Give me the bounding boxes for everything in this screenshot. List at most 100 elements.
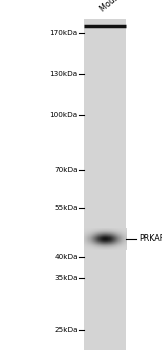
Bar xyxy=(84,240,85,241)
Bar xyxy=(95,232,96,233)
Bar xyxy=(117,242,118,243)
Bar xyxy=(84,333,126,335)
Bar xyxy=(90,230,91,231)
Bar xyxy=(95,245,96,246)
Bar xyxy=(84,244,126,245)
Bar xyxy=(126,229,127,230)
Bar xyxy=(108,240,109,241)
Bar xyxy=(89,246,90,247)
Bar xyxy=(86,247,87,248)
Bar xyxy=(110,238,111,239)
Bar xyxy=(108,230,109,231)
Bar xyxy=(108,228,109,229)
Bar xyxy=(118,233,119,234)
Bar xyxy=(115,228,116,229)
Bar xyxy=(116,248,117,249)
Bar xyxy=(90,241,91,242)
Bar xyxy=(87,231,88,232)
Bar xyxy=(100,239,101,240)
Bar xyxy=(109,243,110,244)
Bar xyxy=(118,247,119,248)
Bar xyxy=(123,233,124,234)
Bar xyxy=(98,249,99,250)
Bar xyxy=(104,243,105,244)
Bar xyxy=(105,240,106,241)
Bar xyxy=(115,242,116,243)
Bar xyxy=(87,229,88,230)
Bar xyxy=(110,247,111,248)
Bar xyxy=(94,229,95,230)
Bar xyxy=(104,237,105,238)
Bar xyxy=(123,247,124,248)
Bar xyxy=(88,244,89,245)
Bar xyxy=(108,236,109,237)
Bar xyxy=(116,242,117,243)
Bar xyxy=(115,235,116,236)
Bar xyxy=(117,239,118,240)
Bar xyxy=(103,238,104,239)
Bar xyxy=(120,240,121,241)
Bar xyxy=(98,242,99,243)
Bar xyxy=(105,235,106,236)
Bar xyxy=(103,248,104,249)
Bar xyxy=(109,235,110,236)
Bar xyxy=(117,232,118,233)
Bar xyxy=(99,249,100,250)
Bar xyxy=(111,239,112,240)
Bar xyxy=(115,247,116,248)
Bar xyxy=(110,242,111,243)
Bar xyxy=(85,237,86,238)
Bar xyxy=(84,248,85,249)
Bar xyxy=(96,245,97,246)
Bar xyxy=(84,191,126,193)
Bar xyxy=(114,240,115,241)
Bar xyxy=(119,234,120,235)
Bar xyxy=(125,238,126,239)
Bar xyxy=(114,245,115,246)
Bar xyxy=(87,230,88,231)
Bar xyxy=(117,229,118,230)
Bar xyxy=(86,235,87,236)
Bar xyxy=(118,243,119,244)
Bar xyxy=(96,246,97,247)
Bar xyxy=(84,212,126,214)
Bar xyxy=(99,229,100,230)
Bar xyxy=(125,231,126,232)
Bar xyxy=(104,248,105,249)
Bar xyxy=(96,245,97,246)
Bar xyxy=(84,243,85,244)
Bar xyxy=(98,239,99,240)
Bar xyxy=(121,242,122,243)
Bar xyxy=(119,242,120,243)
Bar xyxy=(94,244,95,245)
Bar xyxy=(118,236,119,237)
Bar xyxy=(102,249,103,250)
Bar xyxy=(99,231,100,232)
Bar xyxy=(88,238,89,239)
Bar xyxy=(98,235,99,236)
Bar xyxy=(119,233,120,234)
Bar xyxy=(92,232,93,233)
Bar xyxy=(115,231,116,232)
Bar xyxy=(111,237,112,238)
Bar xyxy=(126,243,127,244)
Bar xyxy=(110,236,111,237)
Bar xyxy=(114,229,115,230)
Bar xyxy=(84,217,126,219)
Bar xyxy=(99,234,100,235)
Bar xyxy=(90,231,91,232)
Bar xyxy=(92,249,93,250)
Bar xyxy=(113,243,114,244)
Bar xyxy=(88,240,89,241)
Bar xyxy=(96,231,97,232)
Bar xyxy=(114,237,115,238)
Bar xyxy=(118,249,119,250)
Bar xyxy=(96,239,97,240)
Bar xyxy=(92,233,93,234)
Bar xyxy=(115,243,116,244)
Bar xyxy=(112,245,113,246)
Bar xyxy=(84,249,85,250)
Bar xyxy=(112,243,113,244)
Bar xyxy=(120,244,121,245)
Bar xyxy=(96,235,97,236)
